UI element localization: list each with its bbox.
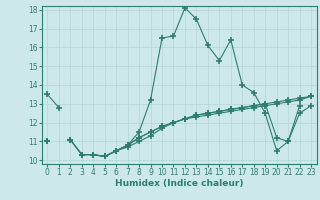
X-axis label: Humidex (Indice chaleur): Humidex (Indice chaleur) xyxy=(115,179,244,188)
